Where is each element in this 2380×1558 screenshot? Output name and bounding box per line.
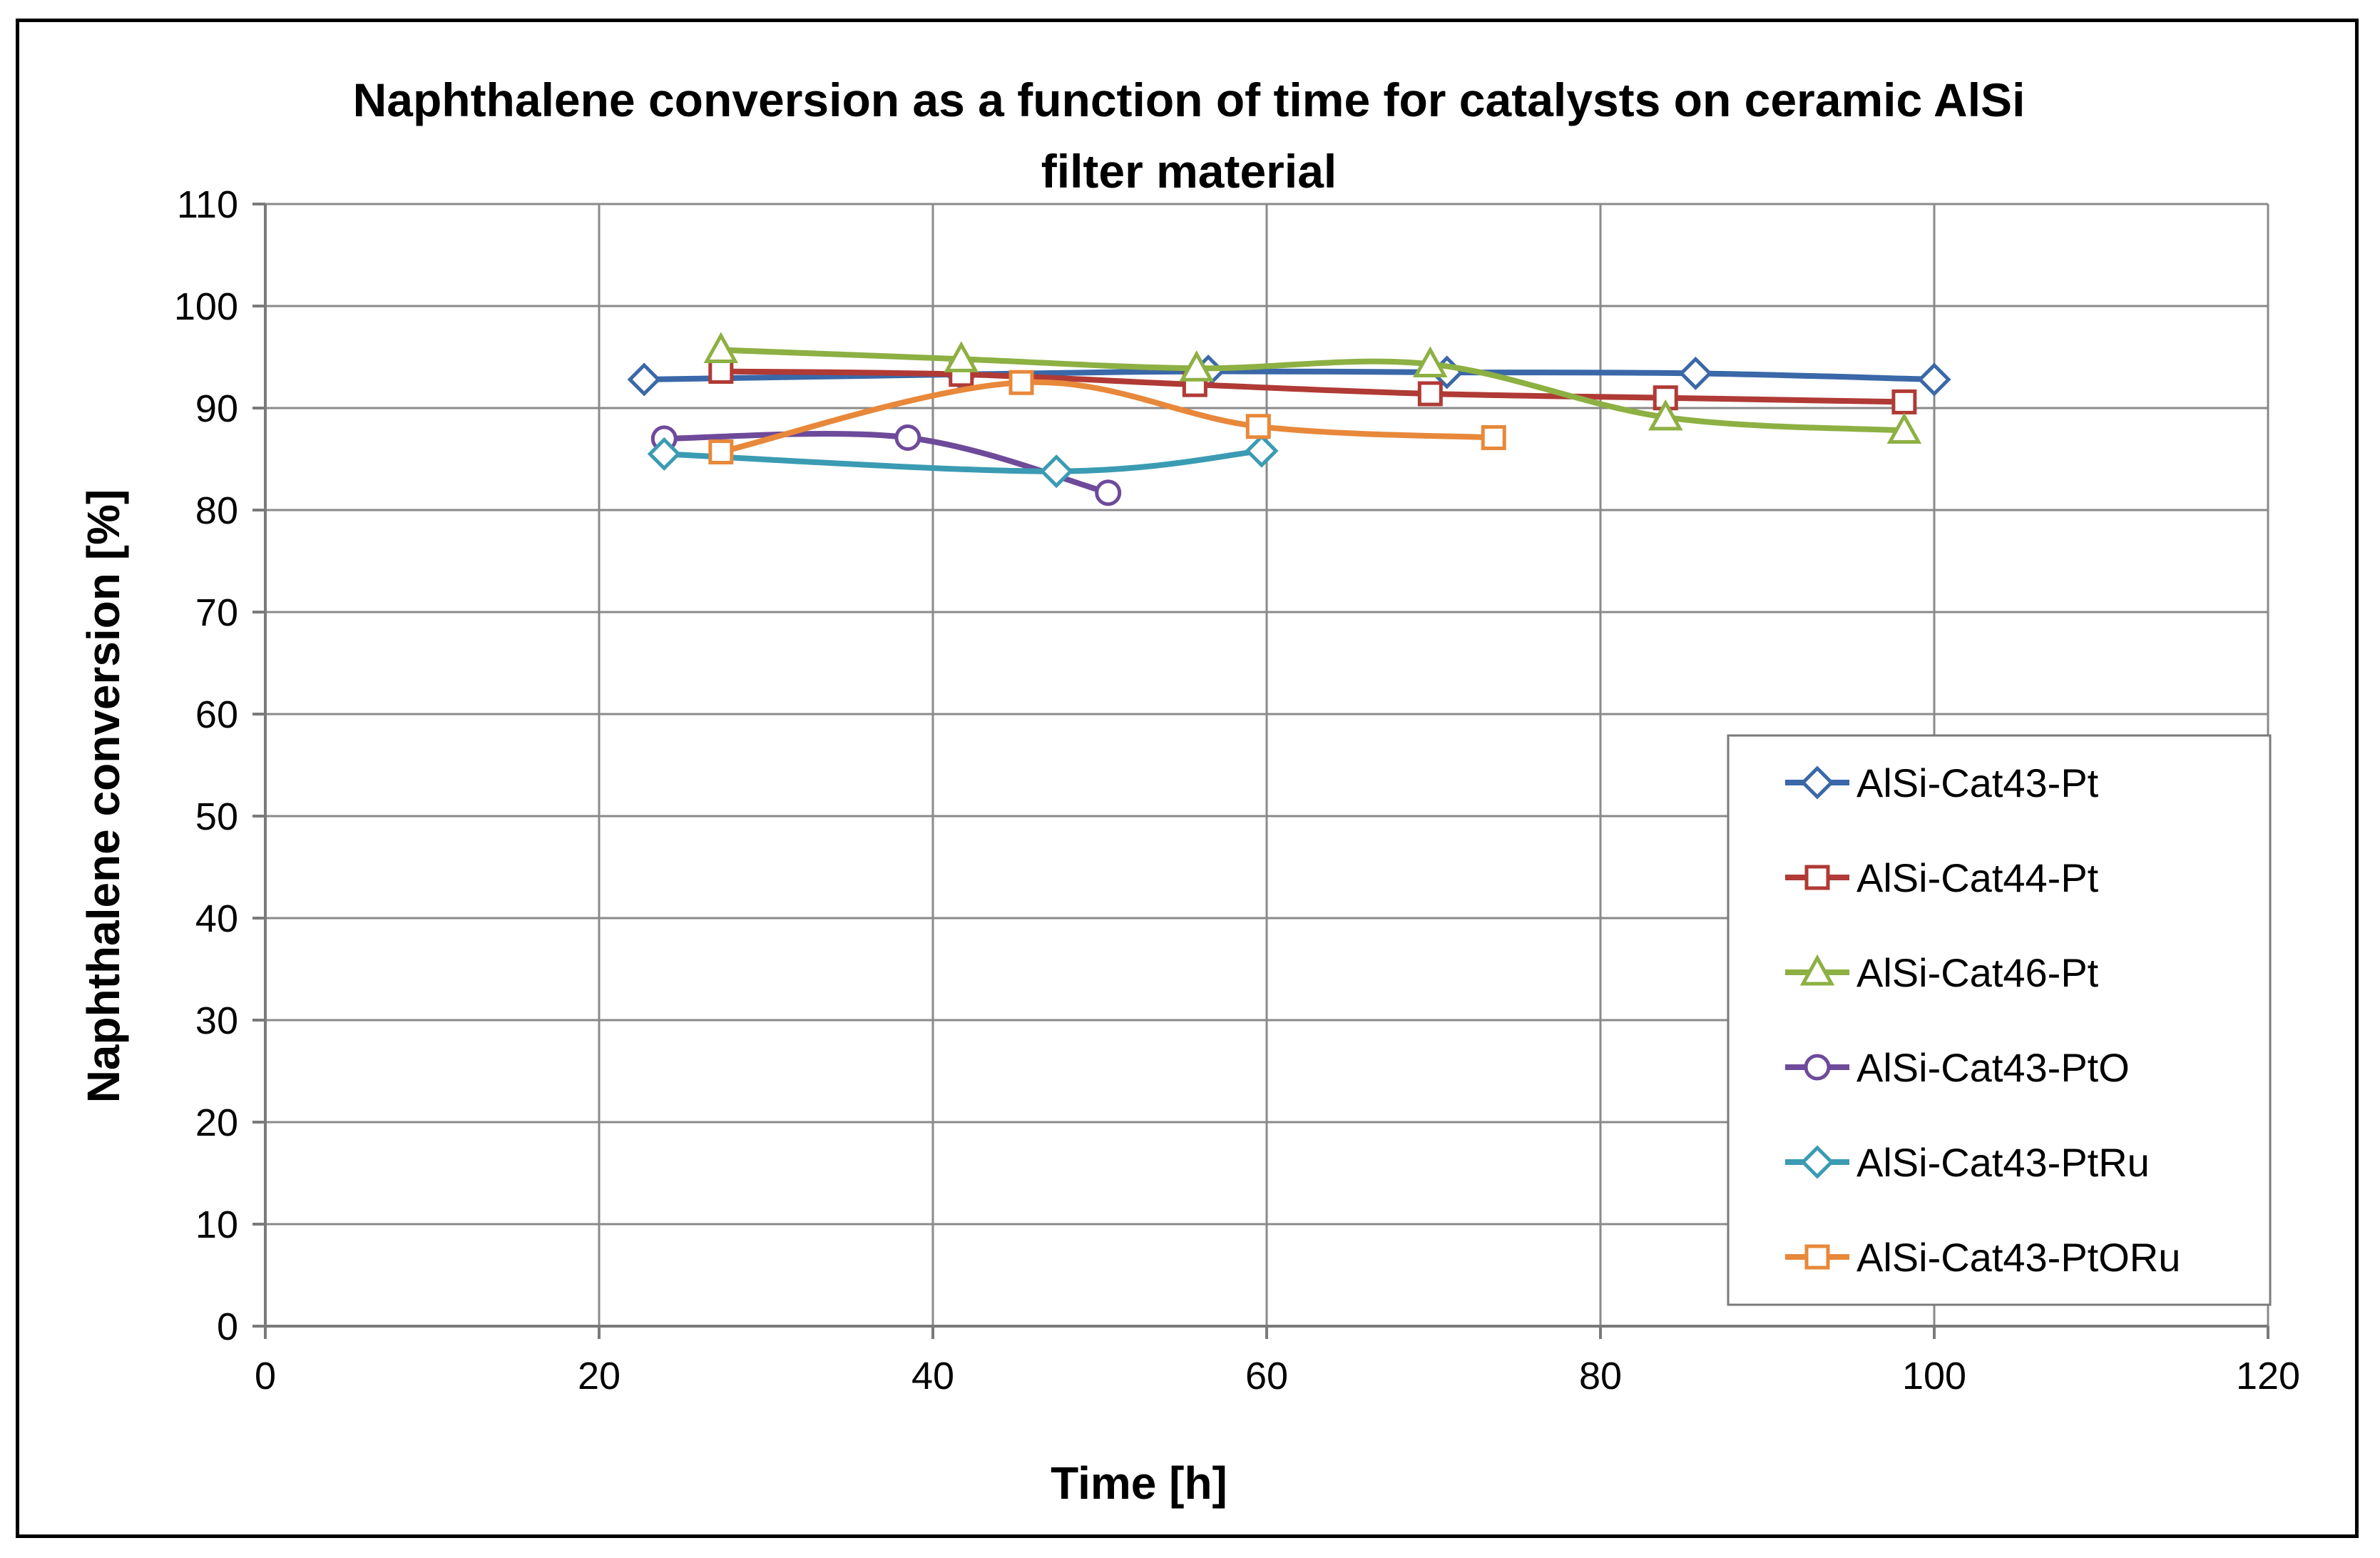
- legend-box: [1727, 734, 2272, 1306]
- legend-marker: [1804, 865, 1830, 890]
- y-axis-title: Naphthalene conversion [%]: [78, 489, 129, 1104]
- series-line: [717, 379, 1497, 455]
- series-AlSi-Cat43-PtORu: [708, 370, 1506, 464]
- y-tick-label: 90: [195, 387, 238, 430]
- x-tick-label: 20: [578, 1355, 620, 1397]
- data-point: [703, 332, 739, 363]
- legend: AlSi-Cat43-Pt AlSi-Cat44-Pt AlSi-Cat46-Pt A…: [1727, 734, 2272, 1306]
- data-point: [894, 424, 921, 451]
- series-AlSi-Cat46-Pt: [703, 332, 1922, 444]
- data-point: [1039, 454, 1073, 489]
- legend-entry: AlSi-Cat44-Pt: [1785, 855, 2099, 900]
- legend-label: AlSi-Cat43-PtO: [1856, 1045, 2130, 1090]
- data-point: [1678, 356, 1712, 390]
- legend-marker: [1800, 765, 1834, 800]
- y-tick-label: 10: [195, 1203, 238, 1246]
- data-point: [1891, 389, 1917, 414]
- axes: [252, 203, 2269, 1339]
- y-tick-label: 70: [195, 591, 238, 634]
- y-tick-label: 30: [195, 999, 238, 1042]
- y-tick-label: 80: [195, 489, 238, 532]
- data-point: [1417, 381, 1443, 407]
- x-tick-label: 60: [1245, 1355, 1288, 1397]
- series-AlSi-Cat43-PtRu: [647, 434, 1279, 489]
- series-line: [661, 448, 1265, 474]
- data-point: [944, 341, 979, 372]
- data-point: [1917, 362, 1951, 397]
- data-point: [1179, 350, 1214, 382]
- y-tick-label: 0: [217, 1305, 238, 1348]
- data-point: [1886, 412, 1922, 444]
- series-line: [717, 368, 1907, 405]
- chart-title-line-1: Naphthalene conversion as a function of …: [353, 73, 2026, 126]
- data-point: [1648, 399, 1683, 431]
- x-axis-title: Time [h]: [1051, 1457, 1227, 1509]
- chart-title: Naphthalene conversion as a function of …: [353, 73, 2026, 198]
- data-point: [1481, 424, 1506, 450]
- legend-entry: AlSi-Cat43-PtORu: [1785, 1235, 2180, 1280]
- data-point: [708, 359, 734, 385]
- x-tick-label: 80: [1579, 1355, 1622, 1397]
- legend-marker: [1804, 1054, 1831, 1081]
- line-chart: Naphthalene conversion as a function of …: [78, 73, 2300, 1509]
- legend-label: AlSi-Cat44-Pt: [1856, 855, 2099, 900]
- data-series: [627, 332, 1951, 506]
- data-point: [627, 362, 661, 397]
- series-line: [717, 347, 1907, 434]
- legend-marker: [1800, 1145, 1834, 1179]
- chart-frame: Naphthalene conversion as a function of …: [16, 19, 2359, 1538]
- data-point: [1095, 479, 1122, 506]
- legend-marker: [1804, 1244, 1830, 1270]
- y-tick-label: 110: [177, 183, 238, 226]
- data-point: [1245, 414, 1271, 439]
- data-point: [708, 439, 734, 464]
- legend-label: AlSi-Cat43-PtRu: [1856, 1140, 2150, 1185]
- data-point: [1245, 434, 1279, 468]
- tick-labels: 0 10 20 30 40 50 60 70 80 90 100 110 0 20 40 60 80 100 120: [174, 183, 2300, 1397]
- legend-marker: [1799, 954, 1835, 986]
- legend-entry: AlSi-Cat46-Pt: [1785, 950, 2099, 995]
- legend-label: AlSi-Cat43-PtORu: [1856, 1235, 2180, 1280]
- legend-label: AlSi-Cat46-Pt: [1856, 950, 2099, 995]
- legend-label: AlSi-Cat43-Pt: [1856, 760, 2099, 805]
- x-tick-label: 40: [911, 1355, 954, 1397]
- y-tick-label: 60: [195, 693, 238, 736]
- data-point: [647, 437, 681, 471]
- legend-entry: AlSi-Cat43-PtRu: [1785, 1140, 2150, 1185]
- legend-entry: AlSi-Cat43-PtO: [1785, 1045, 2130, 1090]
- chart-title-line-2: filter material: [1041, 145, 1337, 198]
- x-tick-label: 0: [255, 1355, 276, 1397]
- legend-entry: AlSi-Cat43-Pt: [1785, 760, 2099, 805]
- y-tick-label: 100: [174, 285, 238, 328]
- y-tick-label: 40: [195, 897, 238, 940]
- y-tick-label: 20: [195, 1101, 238, 1144]
- data-point: [1413, 346, 1448, 378]
- x-tick-label: 120: [2236, 1355, 2300, 1397]
- y-tick-label: 50: [195, 795, 238, 838]
- x-tick-label: 100: [1902, 1355, 1966, 1397]
- data-point: [1008, 370, 1034, 395]
